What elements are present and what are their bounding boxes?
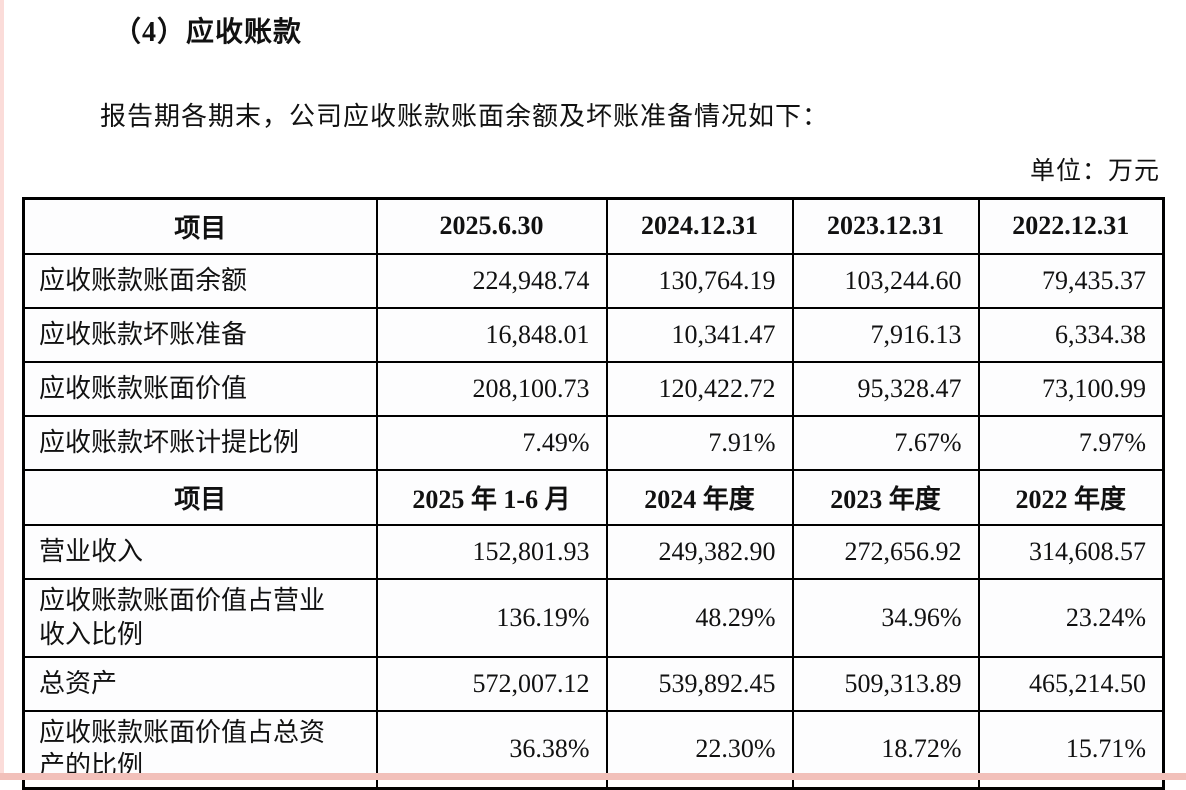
table-row: 营业收入 152,801.93 249,382.90 272,656.92 31… [22,523,1165,580]
table-row: 总资产 572,007.12 539,892.45 509,313.89 465… [22,655,1165,712]
cell-value: 509,313.89 [791,655,980,712]
cell-value: 103,244.60 [791,252,980,309]
intro-paragraph: 报告期各期末，公司应收账款账面余额及坏账准备情况如下： [100,102,830,131]
bottom-edge-red-strip [0,773,1186,780]
table-section-ratios: 项目 2025 年 1-6 月 2024 年度 2023 年度 2022 年度 … [22,468,1165,790]
cell-value: 120,422.72 [605,360,794,417]
cell-value: 539,892.45 [605,655,794,712]
row-label: 应收账款账面价值占营业 收入比例 [22,577,378,658]
table-row: 应收账款坏账准备 16,848.01 10,341.47 7,916.13 6,… [22,306,1165,363]
header-cell-item: 项目 [22,468,378,526]
row-label: 应收账款账面价值 [22,360,378,417]
header-cell-date-3: 2023.12.31 [791,197,980,255]
table-row: 应收账款账面价值占营业 收入比例 136.19% 48.29% 34.96% 2… [22,577,1165,658]
cell-value: 34.96% [791,577,980,658]
cell-value: 10,341.47 [605,306,794,363]
cell-value: 272,656.92 [791,523,980,580]
cell-value: 7,916.13 [791,306,980,363]
cell-value: 16,848.01 [375,306,608,363]
cell-value: 7.67% [791,414,980,471]
table-row: 应收账款账面价值 208,100.73 120,422.72 95,328.47… [22,360,1165,417]
cell-value: 249,382.90 [605,523,794,580]
row-label: 应收账款坏账计提比例 [22,414,378,471]
header-cell-date-4: 2022.12.31 [977,197,1165,255]
header-cell-date-2: 2024.12.31 [605,197,794,255]
table-row: 应收账款坏账计提比例 7.49% 7.91% 7.67% 7.97% [22,414,1165,471]
section-title: （4）应收账款 [113,17,303,48]
cell-value: 465,214.50 [977,655,1165,712]
cell-value: 79,435.37 [977,252,1165,309]
header-cell-period-2: 2024 年度 [605,468,794,526]
cell-value: 314,608.57 [977,523,1165,580]
table-header-row: 项目 2025 年 1-6 月 2024 年度 2023 年度 2022 年度 [22,468,1165,526]
cell-value: 7.49% [375,414,608,471]
cell-value: 7.97% [977,414,1165,471]
header-cell-period-1: 2025 年 1-6 月 [375,468,608,526]
header-cell-period-4: 2022 年度 [977,468,1165,526]
cell-value: 224,948.74 [375,252,608,309]
unit-label: 单位：万元 [1029,158,1160,185]
cell-value: 208,100.73 [375,360,608,417]
table-row: 应收账款账面余额 224,948.74 130,764.19 103,244.6… [22,252,1165,309]
row-label: 营业收入 [22,523,378,580]
left-edge-red-strip [0,0,4,780]
header-cell-period-3: 2023 年度 [791,468,980,526]
cell-value: 7.91% [605,414,794,471]
cell-value: 95,328.47 [791,360,980,417]
cell-value: 73,100.99 [977,360,1165,417]
cell-value: 130,764.19 [605,252,794,309]
row-label: 总资产 [22,655,378,712]
cell-value: 6,334.38 [977,306,1165,363]
cell-value: 23.24% [977,577,1165,658]
cell-value: 136.19% [375,577,608,658]
row-label: 应收账款账面余额 [22,252,378,309]
accounts-receivable-table: 项目 2025.6.30 2024.12.31 2023.12.31 2022.… [22,197,1165,790]
header-cell-date-1: 2025.6.30 [375,197,608,255]
table-header-row: 项目 2025.6.30 2024.12.31 2023.12.31 2022.… [22,197,1165,255]
row-label: 应收账款坏账准备 [22,306,378,363]
cell-value: 48.29% [605,577,794,658]
header-cell-item: 项目 [22,197,378,255]
cell-value: 572,007.12 [375,655,608,712]
table-section-balances: 项目 2025.6.30 2024.12.31 2023.12.31 2022.… [22,197,1165,471]
cell-value: 152,801.93 [375,523,608,580]
